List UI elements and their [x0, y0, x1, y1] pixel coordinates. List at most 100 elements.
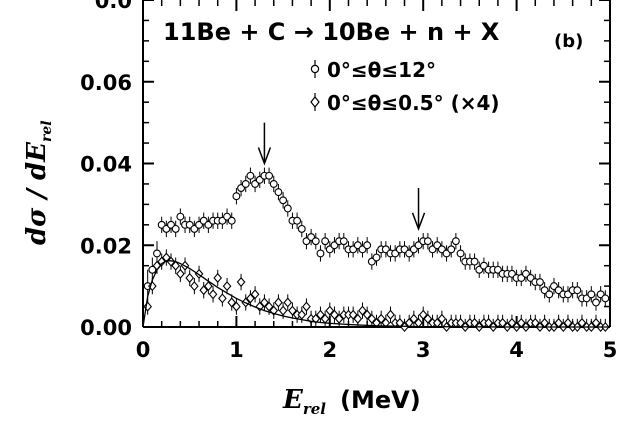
data-point-diamond	[325, 305, 335, 316]
data-point-diamond	[162, 252, 171, 263]
data-marks	[142, 122, 610, 333]
data-point-circle	[283, 204, 292, 213]
data-point-diamond	[297, 309, 307, 320]
data-point-diamond	[362, 309, 372, 320]
data-point-diamond	[269, 305, 279, 316]
data-point-circle	[423, 237, 432, 246]
data-point-diamond	[278, 305, 288, 316]
data-point-diamond	[316, 309, 325, 320]
data-point-diamond	[222, 281, 232, 292]
x-tick-label: 2	[322, 338, 337, 362]
chart-title: 11Be + C → 10Be + n + X	[163, 18, 500, 46]
data-point-diamond	[204, 281, 213, 292]
x-tick-label: 4	[509, 338, 524, 362]
peak-arrow-head	[411, 212, 426, 232]
data-point-diamond	[227, 297, 237, 308]
data-point-diamond	[372, 317, 381, 328]
x-axis-unit: (MeV)	[340, 386, 421, 414]
data-point-diamond	[353, 313, 363, 324]
data-point-diamond	[334, 313, 344, 324]
data-point-circle	[372, 253, 381, 262]
data-point-diamond	[348, 309, 358, 320]
data-point-diamond	[330, 309, 339, 320]
y-axis-title-main: dσ / dE	[22, 141, 52, 245]
data-point-circle	[227, 216, 236, 225]
data-point-diamond	[250, 289, 260, 300]
data-point-diamond	[236, 276, 246, 288]
x-tick-label: 3	[416, 338, 431, 362]
data-point-diamond	[190, 281, 199, 292]
data-point-diamond	[218, 293, 227, 304]
y-axis-title-sub: rel	[39, 120, 55, 142]
data-point-diamond	[367, 313, 377, 324]
data-point-circle	[456, 249, 465, 258]
data-point-diamond	[409, 313, 419, 324]
data-point-diamond	[437, 313, 447, 324]
legend-marker-circle	[310, 60, 320, 78]
data-point-circle	[148, 265, 157, 274]
data-point-circle	[171, 224, 180, 233]
data-point-circle	[573, 286, 582, 295]
data-point-circle	[316, 249, 325, 258]
legend-label-narrow: 0°≤θ≤0.5° (×4)	[327, 91, 500, 115]
y-tick-label: 0.06	[80, 71, 132, 95]
data-point-diamond	[381, 317, 391, 328]
data-point-circle	[470, 257, 479, 266]
y-tick-label: 0.04	[80, 153, 132, 177]
data-point-circle	[339, 237, 348, 246]
x-axis-title: Erel (MeV)	[282, 385, 421, 418]
data-point-circle	[246, 171, 255, 180]
legend-marker-diamond	[310, 93, 320, 111]
data-point-diamond	[386, 309, 395, 320]
data-point-diamond	[199, 285, 209, 296]
data-point-diamond	[418, 309, 428, 320]
legend-label-wide: 0°≤θ≤12°	[327, 58, 436, 82]
data-point-diamond	[176, 268, 185, 279]
data-point-circle	[363, 241, 372, 250]
data-point-diamond	[274, 297, 283, 308]
data-point-circle	[274, 188, 283, 197]
x-tick-label: 0	[136, 338, 151, 362]
data-point-circle	[592, 298, 600, 307]
data-point-circle	[241, 179, 250, 188]
data-point-diamond	[157, 256, 167, 267]
data-point-circle	[601, 294, 610, 303]
x-axis-title-main: E	[282, 385, 304, 415]
fit-curve	[142, 260, 610, 328]
x-axis-title-sub: rel	[303, 400, 326, 418]
data-point-circle	[447, 245, 456, 254]
y-tick-label: 0.00	[80, 316, 132, 340]
data-point-diamond	[208, 289, 218, 300]
data-point-circle	[545, 290, 554, 299]
data-point-diamond	[288, 305, 297, 316]
data-point-circle	[176, 212, 185, 221]
data-point-circle	[232, 192, 241, 201]
peak-arrow-head	[257, 147, 272, 166]
data-point-circle	[297, 224, 306, 233]
data-point-diamond	[311, 313, 321, 324]
data-point-circle	[451, 237, 460, 246]
data-point-diamond	[302, 301, 311, 312]
data-point-diamond	[213, 272, 223, 283]
data-point-circle	[587, 290, 596, 299]
data-point-circle	[265, 171, 274, 180]
data-point-diamond	[395, 317, 405, 328]
data-point-circle	[269, 179, 278, 188]
data-point-diamond	[423, 313, 433, 324]
data-point-diamond	[246, 293, 255, 304]
data-point-diamond	[376, 313, 386, 324]
x-tick-label: 5	[603, 338, 618, 362]
x-tick-label: 1	[229, 338, 244, 362]
data-point-diamond	[404, 317, 414, 328]
y-axis-title: dσ / dErel	[22, 120, 55, 245]
data-point-circle	[279, 196, 288, 205]
panel-label: (b)	[554, 31, 583, 52]
data-point-circle	[535, 278, 544, 286]
data-point-diamond	[264, 301, 274, 312]
data-point-diamond	[171, 260, 181, 271]
data-point-circle	[293, 216, 302, 225]
data-point-diamond	[185, 272, 195, 283]
data-point-diamond	[260, 297, 269, 308]
data-point-circle	[153, 249, 161, 258]
